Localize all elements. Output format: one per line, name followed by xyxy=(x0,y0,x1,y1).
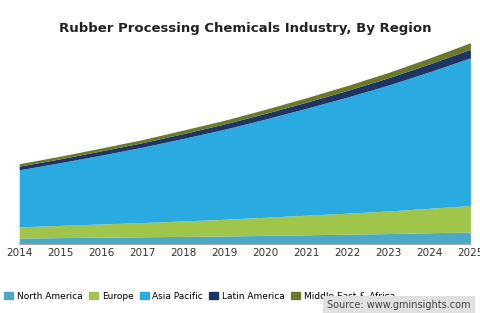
Text: Source: www.gminsights.com: Source: www.gminsights.com xyxy=(327,300,470,310)
Legend: North America, Europe, Asia Pacific, Latin America, Middle East & Africa: North America, Europe, Asia Pacific, Lat… xyxy=(4,292,395,301)
Title: Rubber Processing Chemicals Industry, By Region: Rubber Processing Chemicals Industry, By… xyxy=(59,22,431,35)
